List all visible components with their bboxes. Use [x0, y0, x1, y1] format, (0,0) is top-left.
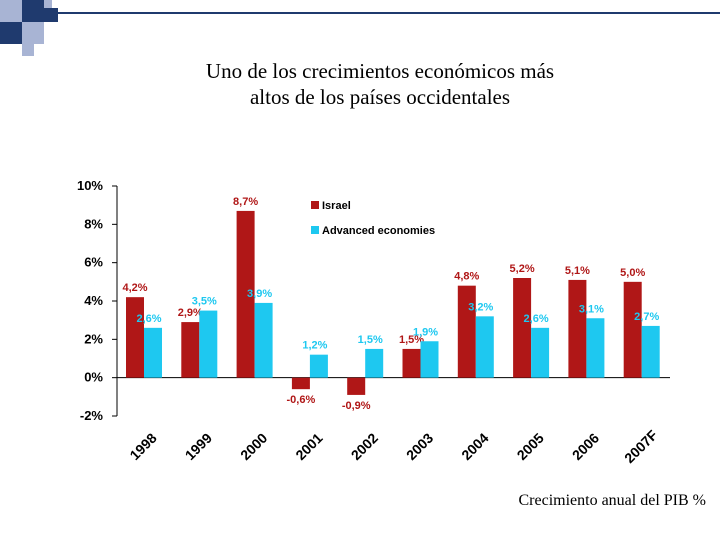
bar-israel — [568, 279, 587, 378]
x-tick-label: 1999 — [182, 430, 215, 463]
data-label-advanced: 2,7% — [634, 311, 659, 323]
decor-square-1 — [0, 0, 22, 22]
title-line-2: altos de los países occidentales — [249, 85, 511, 109]
data-label-israel: 5,1% — [565, 265, 590, 277]
bar-advanced — [531, 327, 550, 378]
y-tick-label: 6% — [84, 255, 103, 270]
bar-advanced — [420, 341, 439, 378]
data-label-advanced: 1,2% — [302, 340, 327, 352]
title-line-1: Uno de los crecimientos económicos más — [205, 59, 555, 83]
bar-israel — [623, 281, 642, 378]
decor-square-7 — [22, 44, 34, 56]
x-tick-label: 2005 — [514, 430, 547, 463]
data-label-advanced: 3,1% — [579, 303, 604, 315]
data-label-advanced: 2,6% — [136, 313, 161, 325]
bar-israel — [126, 297, 144, 378]
x-tick-label: 2000 — [237, 430, 270, 463]
x-tick-label: 1998 — [126, 430, 159, 463]
decor-square-6 — [44, 8, 58, 22]
legend-label-advanced: Advanced economies — [322, 225, 435, 237]
bar-israel — [291, 377, 310, 390]
decor-line — [58, 12, 720, 14]
bar-advanced — [144, 327, 162, 378]
y-tick-label: 4% — [84, 293, 103, 308]
bar-advanced — [254, 302, 273, 378]
bar-advanced — [641, 325, 660, 378]
bar-advanced — [475, 316, 494, 378]
bar-advanced — [586, 318, 605, 378]
bar-israel — [181, 322, 200, 378]
slide-title: Uno de los crecimientos económicos más a… — [0, 58, 720, 110]
data-label-israel: 1,5% — [399, 334, 424, 346]
y-tick-label: 10% — [77, 178, 103, 193]
bar-israel — [347, 377, 366, 395]
bar-advanced — [365, 348, 384, 378]
bar-israel — [236, 210, 255, 378]
bar-israel — [457, 285, 476, 378]
data-label-israel: 5,0% — [620, 267, 645, 279]
data-label-israel: 4,8% — [454, 271, 479, 283]
y-tick-label: 2% — [84, 331, 103, 346]
x-tick-label: 2002 — [348, 430, 381, 463]
bar-israel — [402, 348, 421, 378]
x-tick-label: 2006 — [569, 430, 602, 463]
bar-israel — [513, 278, 532, 378]
bar-advanced — [199, 310, 218, 378]
data-label-israel: 4,2% — [122, 282, 147, 294]
decor-square-3 — [0, 22, 22, 44]
data-label-advanced: 3,5% — [192, 296, 217, 308]
decor-square-5 — [44, 0, 52, 8]
data-label-advanced: 1,9% — [413, 326, 438, 338]
y-tick-label: -2% — [80, 408, 104, 423]
x-tick-label: 2001 — [292, 430, 325, 463]
x-tick-label: 2003 — [403, 430, 436, 463]
data-label-israel: 5,2% — [510, 263, 535, 275]
x-tick-label: 2007F — [621, 426, 661, 466]
data-label-advanced: 1,5% — [358, 334, 383, 346]
y-tick-label: 0% — [84, 370, 103, 385]
data-label-advanced: 2,6% — [524, 313, 549, 325]
data-label-advanced: 3,2% — [468, 301, 493, 313]
legend-swatch-advanced — [311, 226, 319, 234]
data-label-israel: -0,6% — [287, 394, 316, 406]
bar-advanced — [309, 354, 328, 378]
decor-square-4 — [22, 22, 44, 44]
y-tick-label: 8% — [84, 216, 103, 231]
x-tick-label: 2004 — [458, 430, 491, 463]
data-label-israel: 8,7% — [233, 196, 258, 208]
data-label-israel: -0,9% — [342, 400, 371, 412]
chart-caption: Crecimiento anual del PIB % — [518, 492, 706, 509]
data-label-israel: 2,9% — [178, 307, 203, 319]
decor-square-2 — [22, 0, 44, 22]
legend-swatch-israel — [311, 201, 319, 209]
data-label-advanced: 3,9% — [247, 288, 272, 300]
legend-label-israel: Israel — [322, 200, 351, 212]
